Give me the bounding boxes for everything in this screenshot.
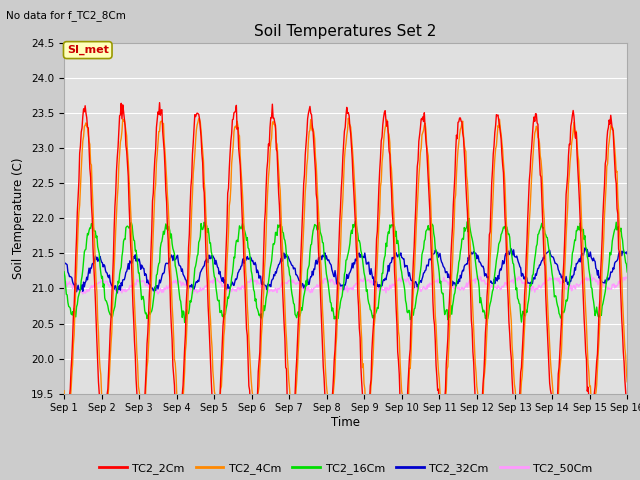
TC2_2Cm bbox=[70, 301, 78, 307]
TC2_16Cm bbox=[60, 269, 68, 275]
TC2_32Cm bbox=[216, 268, 224, 274]
TC2_50Cm bbox=[623, 276, 631, 281]
TC2_16Cm bbox=[128, 223, 136, 229]
TC2_50Cm bbox=[113, 291, 120, 297]
Title: Soil Temperatures Set 2: Soil Temperatures Set 2 bbox=[255, 24, 436, 39]
TC2_2Cm bbox=[129, 302, 137, 308]
TC2_2Cm bbox=[99, 430, 106, 436]
TC2_50Cm bbox=[216, 280, 224, 286]
TC2_50Cm bbox=[431, 279, 439, 285]
TC2_32Cm bbox=[186, 283, 194, 289]
TC2_16Cm bbox=[186, 298, 194, 304]
TC2_16Cm bbox=[70, 306, 78, 312]
TC2_50Cm bbox=[70, 284, 78, 289]
TC2_16Cm bbox=[431, 246, 439, 252]
TC2_4Cm bbox=[327, 416, 335, 421]
Line: TC2_16Cm: TC2_16Cm bbox=[64, 218, 627, 323]
Line: TC2_32Cm: TC2_32Cm bbox=[64, 248, 627, 293]
TC2_4Cm bbox=[60, 388, 68, 394]
TC2_2Cm bbox=[623, 406, 631, 412]
TC2_2Cm bbox=[187, 184, 195, 190]
Line: TC2_50Cm: TC2_50Cm bbox=[64, 275, 627, 294]
TC2_32Cm bbox=[581, 245, 589, 251]
Text: No data for f_TC2_8Cm: No data for f_TC2_8Cm bbox=[6, 10, 126, 21]
TC2_50Cm bbox=[588, 272, 595, 277]
Legend: TC2_2Cm, TC2_4Cm, TC2_16Cm, TC2_32Cm, TC2_50Cm: TC2_2Cm, TC2_4Cm, TC2_16Cm, TC2_32Cm, TC… bbox=[94, 459, 597, 479]
Line: TC2_4Cm: TC2_4Cm bbox=[64, 118, 627, 419]
TC2_4Cm bbox=[186, 257, 193, 263]
TC2_16Cm bbox=[415, 280, 422, 286]
TC2_4Cm bbox=[623, 379, 631, 384]
Y-axis label: Soil Temperature (C): Soil Temperature (C) bbox=[12, 157, 26, 279]
Text: SI_met: SI_met bbox=[67, 45, 109, 55]
TC2_32Cm bbox=[129, 257, 137, 263]
TC2_4Cm bbox=[416, 163, 424, 169]
TC2_16Cm bbox=[180, 320, 188, 325]
TC2_2Cm bbox=[60, 416, 68, 421]
TC2_16Cm bbox=[216, 310, 224, 315]
TC2_4Cm bbox=[344, 115, 352, 121]
TC2_50Cm bbox=[186, 286, 194, 291]
TC2_4Cm bbox=[128, 244, 136, 250]
TC2_32Cm bbox=[415, 281, 422, 287]
TC2_32Cm bbox=[60, 262, 68, 267]
TC2_32Cm bbox=[113, 290, 121, 296]
TC2_32Cm bbox=[431, 247, 439, 253]
TC2_32Cm bbox=[623, 251, 631, 257]
TC2_50Cm bbox=[60, 283, 68, 288]
TC2_32Cm bbox=[70, 282, 78, 288]
TC2_16Cm bbox=[623, 269, 631, 275]
Line: TC2_2Cm: TC2_2Cm bbox=[64, 103, 627, 433]
TC2_2Cm bbox=[156, 100, 163, 106]
X-axis label: Time: Time bbox=[331, 416, 360, 429]
TC2_2Cm bbox=[217, 376, 225, 382]
TC2_2Cm bbox=[416, 132, 424, 138]
TC2_50Cm bbox=[129, 285, 137, 290]
TC2_2Cm bbox=[432, 362, 440, 368]
TC2_4Cm bbox=[215, 406, 223, 412]
TC2_4Cm bbox=[70, 332, 78, 338]
TC2_4Cm bbox=[432, 323, 440, 329]
TC2_16Cm bbox=[465, 216, 473, 221]
TC2_50Cm bbox=[415, 285, 422, 291]
